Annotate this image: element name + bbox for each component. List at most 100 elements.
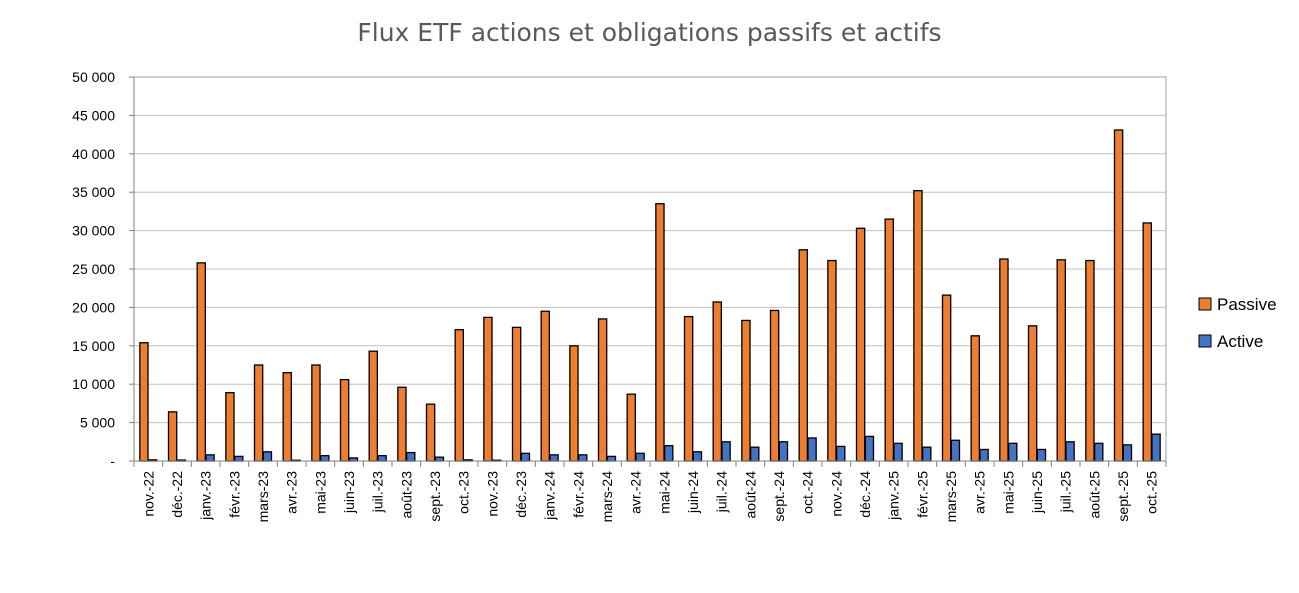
bar-active [1065,441,1075,462]
bar-active [319,454,330,462]
bar-active [950,439,961,462]
bar-active [749,446,760,462]
bar-passive [1085,259,1095,462]
bar-active [921,446,932,462]
bar-passive [655,203,665,462]
bar-passive [970,335,981,462]
bar-active [835,445,846,462]
bar-active [377,454,387,462]
bar-passive [1113,129,1124,462]
x-tick-label: déc.-24 [857,471,873,518]
bar-passive [597,318,608,462]
bar-active [233,455,244,462]
bar-passive [712,301,723,462]
x-tick-label: mai-24 [656,471,672,514]
bar-active [663,444,674,462]
bar-passive [253,364,264,462]
legend-swatch-passive [1198,297,1212,311]
x-axis-ticks: nov.-22 déc.-22 janv.-23 févr.-23 mars-23 avr… [133,461,1167,523]
legend-swatch-active [1198,334,1212,348]
bar-active [1122,444,1133,462]
bar-active [635,452,645,462]
bar-active [577,454,588,462]
legend-label-passive: Passive [1217,295,1277,314]
bar-passive [225,391,235,462]
bar-passive [540,310,551,462]
x-tick-label: juil.-25 [1058,471,1074,513]
bar-passive [741,319,751,462]
y-tick-label: 5 000 [80,415,115,431]
bar-passive [1142,222,1153,462]
x-tick-label: juil.-23 [370,471,386,513]
x-tick-label: avr.-23 [284,471,300,514]
y-tick-label: 35 000 [72,184,115,200]
bar-passive [913,190,923,462]
x-tick-label: juin-25 [1029,471,1045,514]
x-tick-label: oct.-23 [456,471,472,514]
x-tick-label: sept.-25 [1115,471,1131,522]
bar-active [606,455,617,462]
y-tick-label: 45 000 [72,107,115,123]
x-tick-label: nov.-24 [828,471,844,517]
bar-active [405,451,416,462]
bar-active [893,442,903,462]
y-tick-label: - [110,453,115,469]
chart-title: Flux ETF actions et obligations passifs … [357,18,942,47]
x-tick-label: mai-25 [1000,471,1016,514]
x-tick-label: mars-25 [943,471,959,523]
y-tick-label: 30 000 [72,223,115,239]
x-tick-label: déc.-22 [169,471,185,518]
bar-passive [139,342,149,462]
x-tick-label: oct.-25 [1144,471,1160,514]
x-tick-label: nov.-23 [484,471,500,517]
bars [139,129,1161,462]
x-tick-label: avr.-24 [628,471,644,514]
bar-passive [339,378,350,462]
x-tick-label: mars-24 [599,471,615,523]
bar-passive [999,258,1009,462]
legend: Passive Active [1198,295,1277,351]
bar-passive [569,345,579,462]
bar-active [1093,442,1104,462]
bar-passive [798,249,809,462]
bar-active [721,441,731,462]
bar-active [864,435,875,462]
x-tick-label: oct.-24 [800,471,816,514]
bar-passive [483,316,493,462]
x-tick-label: juin-24 [685,471,701,514]
x-tick-label: mars-23 [255,471,271,523]
bar-passive [683,315,694,462]
x-tick-label: août-23 [398,471,414,519]
bar-active [807,437,817,462]
gridlines [133,76,1167,462]
bar-active [549,454,559,462]
bar-passive [425,403,436,462]
bar-passive [454,329,465,462]
bar-passive [626,393,637,462]
bar-active [979,448,989,462]
bar-passive [941,294,952,462]
bar-passive [397,386,407,462]
x-tick-label: avr.-25 [972,471,988,514]
x-tick-label: nov.-22 [140,471,156,517]
bar-active [520,452,531,462]
bar-active [1036,448,1047,462]
x-tick-label: mai-23 [312,471,328,514]
y-tick-label: 50 000 [72,69,115,85]
x-tick-label: déc.-23 [513,471,529,518]
bar-active [205,454,215,462]
x-tick-label: janv.-25 [886,471,902,521]
x-tick-label: sept.-23 [427,471,443,522]
y-tick-label: 15 000 [72,338,115,354]
x-tick-label: janv.-23 [198,471,214,521]
y-tick-label: 25 000 [72,261,115,277]
bar-passive [368,350,379,462]
bar-active [692,451,703,462]
x-tick-label: janv.-24 [542,471,558,521]
x-tick-label: août-25 [1086,471,1102,519]
bar-passive [1027,325,1038,462]
y-tick-label: 10 000 [72,376,115,392]
y-axis-ticks: - 5 000 10 000 15 000 20 000 25 000 30 000 35 0… [72,69,134,469]
bar-passive [196,262,207,462]
